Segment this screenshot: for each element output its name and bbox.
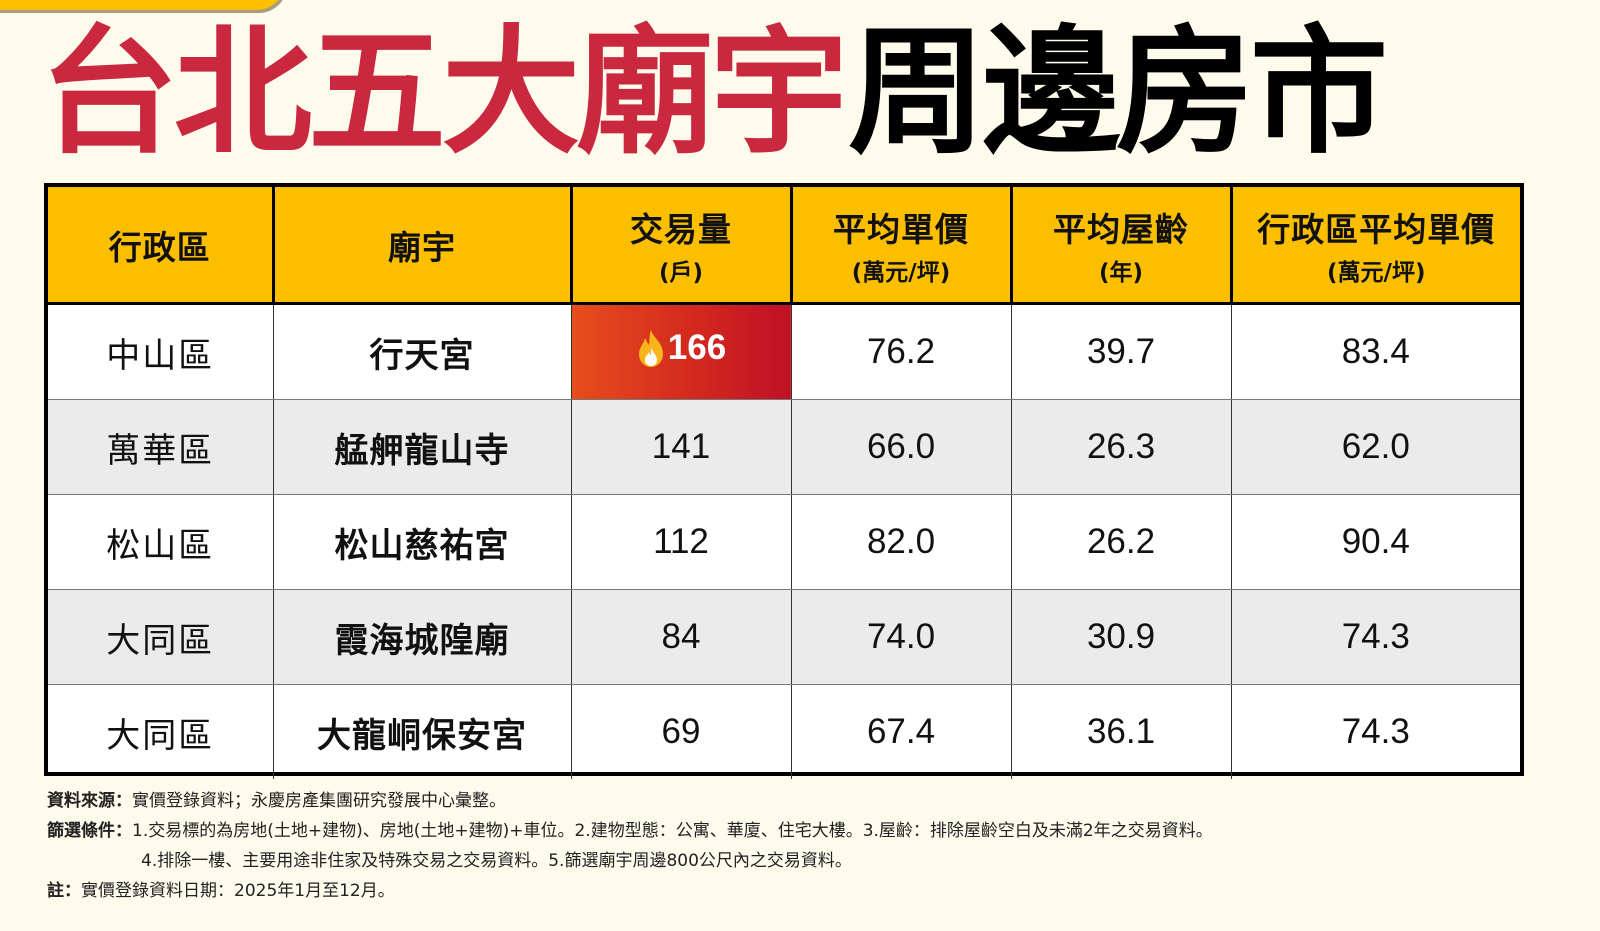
title-black-part: 周邊房市 bbox=[848, 12, 1388, 173]
source-note: 資料來源： 實價登錄資料；永慶房產集團研究發展中心彙整。 bbox=[47, 786, 1213, 816]
cell-district-avg-price: 74.3 bbox=[1231, 589, 1520, 685]
cell-avg-price: 76.2 bbox=[791, 303, 1012, 400]
table-row: 大同區 霞海城隍廟 84 74.0 30.9 74.3 bbox=[48, 589, 1520, 685]
cell-district: 大同區 bbox=[48, 589, 274, 685]
cell-avg-age: 30.9 bbox=[1011, 589, 1232, 685]
cell-avg-price: 67.4 bbox=[791, 684, 1012, 779]
cell-volume-highlight: 166 bbox=[571, 303, 792, 400]
note-text: 實價登錄資料日期：2025年1月至12月。 bbox=[81, 881, 395, 901]
filter-note: 篩選條件： 1.交易標的為房地(土地+建物)、房地(土地+建物)+車位。2.建物… bbox=[47, 816, 1213, 846]
cell-volume: 69 bbox=[571, 684, 792, 779]
fire-icon bbox=[638, 329, 663, 367]
top-decorative-tab bbox=[0, 0, 285, 10]
cell-district-avg-price: 90.4 bbox=[1231, 494, 1520, 590]
cell-volume: 84 bbox=[571, 589, 792, 685]
footnotes: 資料來源： 實價登錄資料；永慶房產集團研究發展中心彙整。 篩選條件： 1.交易標… bbox=[47, 786, 1213, 906]
page-title: 台北五大廟宇 周邊房市 bbox=[40, 12, 1388, 173]
cell-avg-price: 66.0 bbox=[791, 399, 1012, 495]
table-row: 萬華區 艋舺龍山寺 141 66.0 26.3 62.0 bbox=[48, 399, 1520, 495]
filter-line-2: 4.排除一樓、主要用途非住家及特殊交易之交易資料。5.篩選廟宇周邊800公尺內之… bbox=[141, 851, 852, 871]
cell-district: 松山區 bbox=[48, 494, 274, 590]
table-row: 中山區 行天宮 166 76.2 39.7 83.4 bbox=[48, 303, 1520, 400]
cell-volume: 112 bbox=[571, 494, 792, 590]
cell-district: 萬華區 bbox=[48, 399, 274, 495]
volume-value: 166 bbox=[667, 327, 727, 367]
header-volume: 交易量 (戶) bbox=[571, 187, 793, 305]
cell-avg-price: 74.0 bbox=[791, 589, 1012, 685]
table-header-row: 行政區 廟宇 交易量 (戶) 平均單價 (萬元/坪) 平均屋齡 (年) 行政區平均單價… bbox=[48, 187, 1520, 305]
table-row: 大同區 大龍峒保安宮 69 67.4 36.1 74.3 bbox=[48, 684, 1520, 779]
temple-housing-table: 行政區 廟宇 交易量 (戶) 平均單價 (萬元/坪) 平均屋齡 (年) 行政區平均單價… bbox=[44, 183, 1524, 779]
cell-volume: 141 bbox=[571, 399, 792, 495]
cell-district-avg-price: 83.4 bbox=[1231, 303, 1520, 400]
cell-district-avg-price: 62.0 bbox=[1231, 399, 1520, 495]
cell-district: 中山區 bbox=[48, 303, 274, 400]
filter-note-continued: 4.排除一樓、主要用途非住家及特殊交易之交易資料。5.篩選廟宇周邊800公尺內之… bbox=[47, 846, 1213, 876]
cell-temple: 霞海城隍廟 bbox=[273, 589, 572, 685]
cell-temple: 行天宮 bbox=[273, 303, 572, 400]
filter-label: 篩選條件： bbox=[47, 821, 132, 841]
header-avg-price: 平均單價 (萬元/坪) bbox=[791, 187, 1013, 305]
cell-temple: 大龍峒保安宮 bbox=[273, 684, 572, 779]
source-label: 資料來源： bbox=[47, 791, 132, 811]
title-red-part: 台北五大廟宇 bbox=[40, 12, 848, 173]
cell-avg-age: 39.7 bbox=[1011, 303, 1232, 400]
header-temple: 廟宇 bbox=[273, 187, 573, 305]
header-avg-age: 平均屋齡 (年) bbox=[1011, 187, 1233, 305]
table-row: 松山區 松山慈祐宮 112 82.0 26.2 90.4 bbox=[48, 494, 1520, 590]
note-label: 註： bbox=[47, 881, 81, 901]
date-note: 註： 實價登錄資料日期：2025年1月至12月。 bbox=[47, 876, 1213, 906]
cell-avg-age: 26.2 bbox=[1011, 494, 1232, 590]
filter-line-1: 1.交易標的為房地(土地+建物)、房地(土地+建物)+車位。2.建物型態：公寓、… bbox=[132, 821, 1213, 841]
header-district: 行政區 bbox=[48, 187, 275, 305]
cell-temple: 松山慈祐宮 bbox=[273, 494, 572, 590]
source-text: 實價登錄資料；永慶房產集團研究發展中心彙整。 bbox=[132, 791, 506, 811]
cell-temple: 艋舺龍山寺 bbox=[273, 399, 572, 495]
cell-avg-age: 26.3 bbox=[1011, 399, 1232, 495]
cell-avg-price: 82.0 bbox=[791, 494, 1012, 590]
cell-district: 大同區 bbox=[48, 684, 274, 779]
header-district-avg-price: 行政區平均單價 (萬元/坪) bbox=[1231, 187, 1520, 305]
cell-district-avg-price: 74.3 bbox=[1341, 712, 1410, 751]
cell-avg-age: 36.1 bbox=[1011, 684, 1232, 779]
